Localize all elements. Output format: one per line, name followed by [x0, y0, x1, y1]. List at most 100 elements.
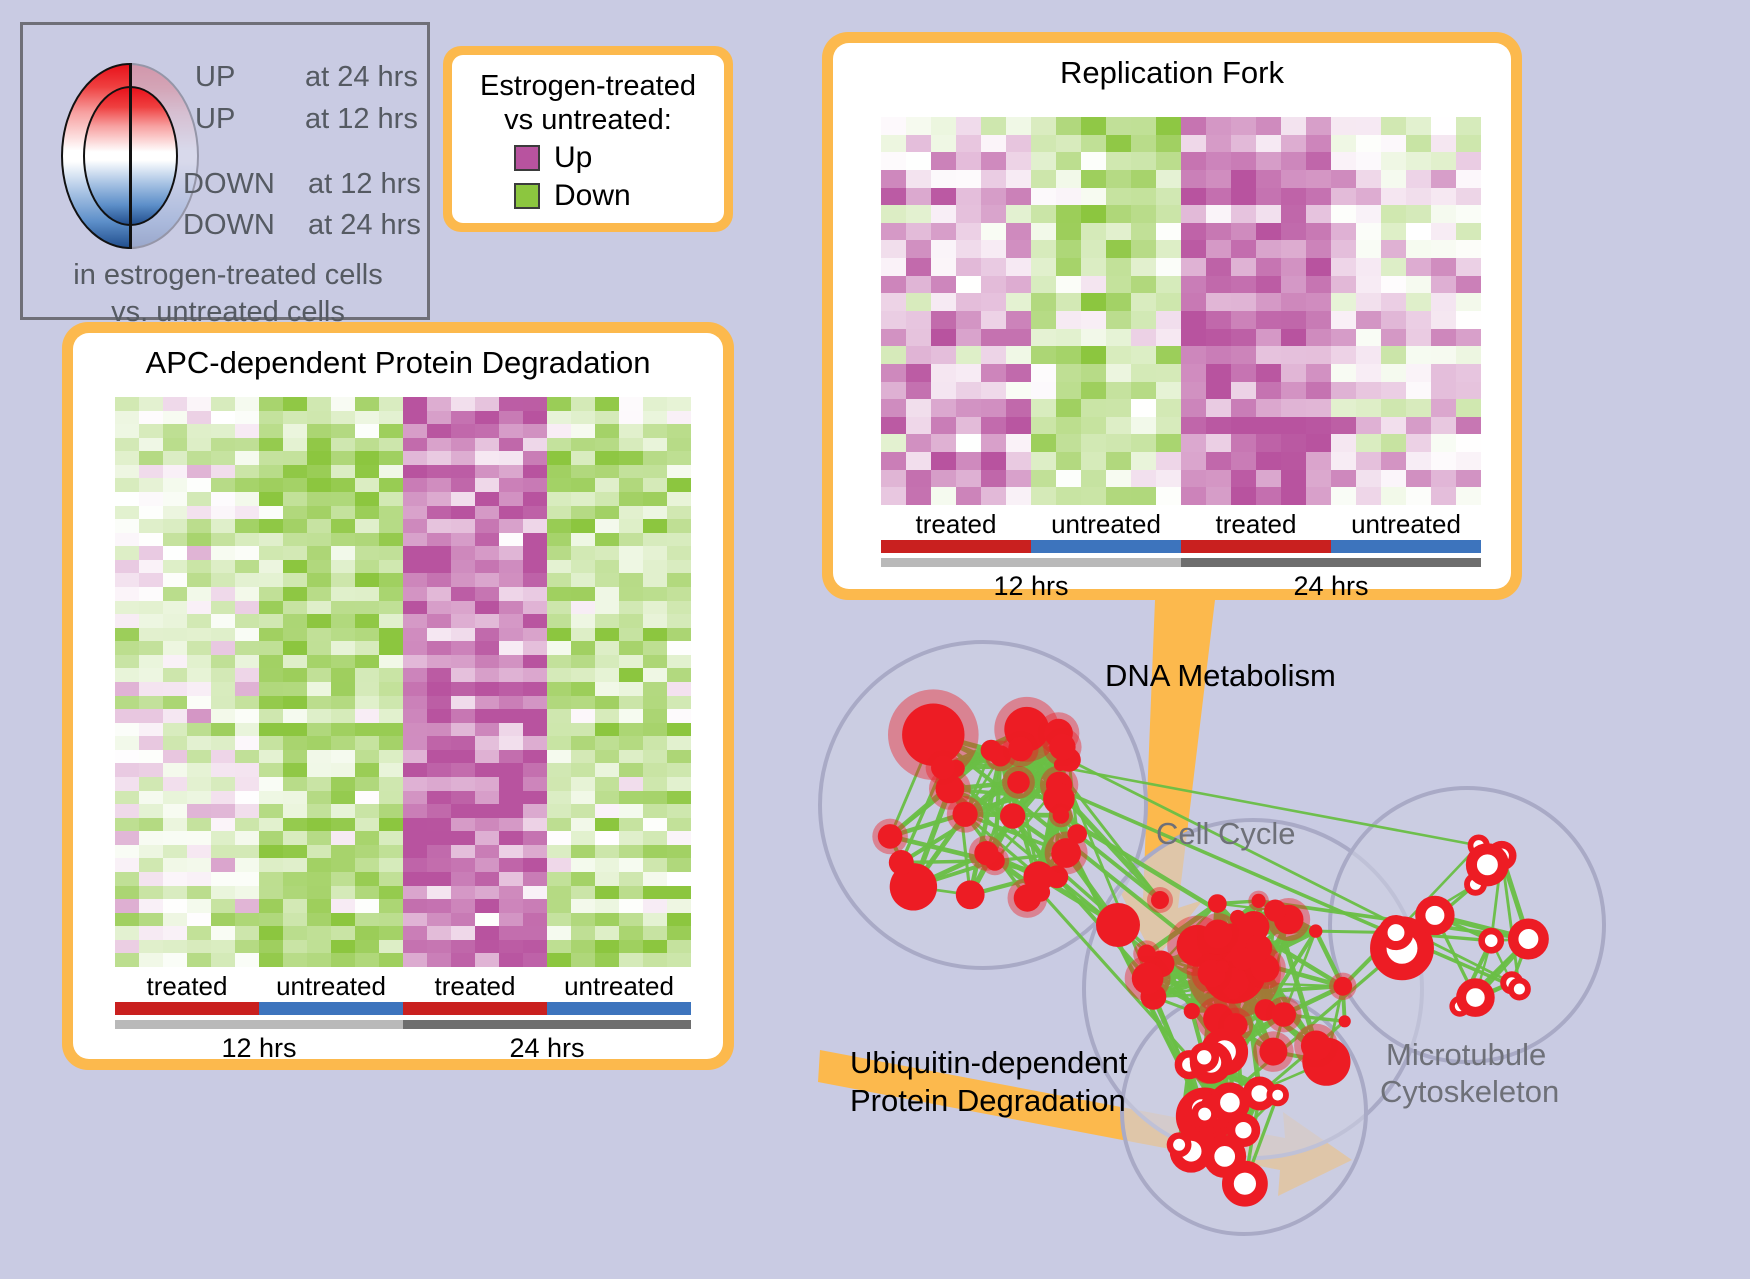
heatmap-cell	[1106, 434, 1131, 453]
heatmap-cell	[1131, 134, 1156, 153]
heatmap-cell	[547, 614, 571, 628]
heatmap-cell	[956, 363, 981, 382]
heatmap-cell	[403, 953, 427, 967]
heatmap-cell	[1056, 134, 1081, 153]
heatmap-cell	[571, 871, 595, 886]
heatmap-cell	[619, 763, 643, 777]
heatmap-cell	[1281, 452, 1306, 470]
heatmap-cell	[355, 491, 379, 506]
heatmap-cell	[187, 804, 211, 818]
heatmap-cell	[139, 899, 163, 913]
heatmap-cell	[906, 487, 931, 505]
key-item-down: Down	[514, 179, 714, 213]
heatmap-cell	[1206, 205, 1231, 223]
heatmap-cell	[163, 858, 187, 872]
axis-time-label-24: 24 hrs	[509, 1033, 585, 1063]
heatmap-cell	[331, 926, 355, 940]
heatmap-cell	[595, 519, 619, 533]
heatmap-cell	[355, 614, 379, 628]
heatmap-cell	[981, 363, 1006, 382]
heatmap-cell	[643, 844, 667, 859]
heatmap-cell	[427, 410, 451, 425]
heatmap-cell	[906, 311, 931, 329]
heatmap-cell	[619, 491, 643, 506]
heatmap-cell	[1431, 240, 1456, 259]
heatmap-cell	[187, 586, 211, 601]
heatmap-cell	[187, 722, 211, 737]
heatmap-cell	[331, 858, 355, 872]
heatmap-cell	[163, 885, 187, 900]
heatmap-apc-degradation	[115, 397, 691, 967]
heatmap-cell	[981, 346, 1006, 364]
heatmap-cell	[1206, 169, 1231, 188]
heatmap-cell	[187, 614, 211, 628]
heatmap-cell	[547, 532, 571, 547]
heatmap-cell	[235, 491, 259, 506]
heatmap-cell	[235, 397, 259, 411]
heatmap-cell	[1406, 117, 1431, 135]
heatmap-cell	[1181, 346, 1206, 364]
heatmap-cell	[906, 187, 931, 206]
heatmap-cell	[403, 844, 427, 859]
heatmap-cell	[499, 437, 523, 452]
heatmap-cell	[139, 912, 163, 927]
heatmap-cell	[427, 776, 451, 791]
heatmap-cell	[1081, 258, 1106, 276]
heatmap-cell	[523, 776, 547, 791]
heatmap-cell	[1031, 363, 1056, 382]
heatmap-cell	[1456, 222, 1481, 241]
heatmap-cell	[115, 776, 139, 791]
heatmap-cell	[187, 491, 211, 506]
heatmap-cell	[1131, 487, 1156, 505]
heatmap-cell	[981, 399, 1006, 417]
heatmap-cell	[163, 559, 187, 574]
heatmap-cell	[1256, 258, 1281, 276]
down-color-swatch	[514, 183, 540, 210]
heatmap-cell	[523, 397, 547, 411]
heatmap-cell	[667, 681, 691, 696]
heatmap-cell	[139, 519, 163, 533]
heatmap-cell	[139, 478, 163, 492]
heatmap-cell	[619, 532, 643, 547]
heatmap-cell	[1056, 452, 1081, 470]
heatmap-cell	[475, 831, 499, 845]
heatmap-cell	[283, 410, 307, 425]
heatmap-cell	[931, 152, 956, 170]
heatmap-cell	[619, 871, 643, 886]
heatmap-cell	[379, 451, 403, 465]
heatmap-cell	[475, 722, 499, 737]
heatmap-cell	[571, 939, 595, 954]
heatmap-cell	[211, 709, 235, 723]
heatmap-cell	[619, 858, 643, 872]
heatmap-cell	[115, 600, 139, 615]
heatmap-cell	[667, 749, 691, 764]
heatmap-cell	[235, 939, 259, 954]
heatmap-cell	[139, 586, 163, 601]
heatmap-cell	[115, 491, 139, 506]
heatmap-cell	[235, 776, 259, 791]
heatmap-cell	[981, 169, 1006, 188]
heatmap-cell	[427, 858, 451, 872]
heatmap-cell	[1031, 222, 1056, 241]
heatmap-cell	[956, 169, 981, 188]
axis-group-label: treated	[146, 971, 228, 1001]
pathway-network-diagram: DNA Metabolism Cell Cycle Microtubule Cy…	[800, 600, 1750, 1279]
heatmap-cell	[1056, 399, 1081, 417]
heatmap-cell	[427, 939, 451, 954]
heatmap-cell	[139, 831, 163, 845]
heatmap-cell	[643, 654, 667, 669]
heatmap-cell	[403, 424, 427, 438]
heatmap-cell	[451, 926, 475, 940]
heatmap-cell	[571, 790, 595, 805]
heatmap-cell	[931, 311, 956, 329]
heatmap-cell	[619, 844, 643, 859]
heatmap-cell	[643, 410, 667, 425]
heatmap-cell	[355, 871, 379, 886]
heatmap-cell	[163, 695, 187, 710]
heatmap-cell	[1381, 152, 1406, 170]
heatmap-cell	[499, 844, 523, 859]
heatmap-cell	[379, 912, 403, 927]
heatmap-cell	[1456, 346, 1481, 364]
bar-untreated-24	[1331, 540, 1481, 553]
heatmap-cell	[1006, 487, 1031, 505]
